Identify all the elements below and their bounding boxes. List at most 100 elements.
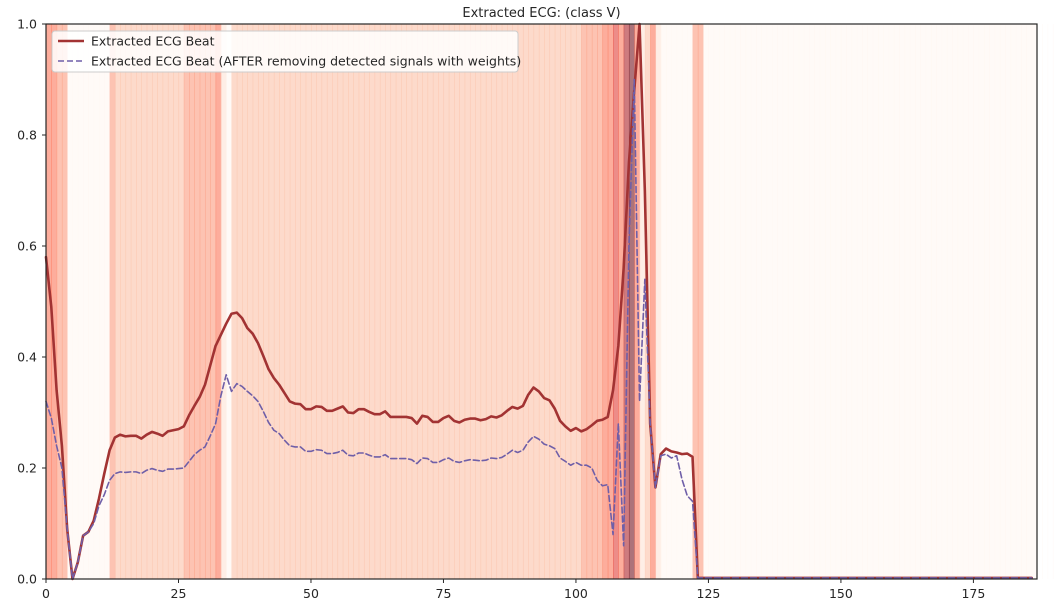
weight-band: [973, 24, 980, 579]
weight-band: [899, 24, 906, 579]
weight-band: [263, 24, 270, 579]
weight-band: [522, 24, 529, 579]
weight-band: [454, 24, 460, 579]
weight-band: [692, 24, 699, 579]
weight-band: [88, 24, 95, 579]
weight-band: [719, 24, 725, 579]
weight-band: [411, 24, 418, 579]
weight-band: [178, 24, 185, 579]
weight-band: [787, 24, 794, 579]
weight-band: [173, 24, 180, 579]
weight-band: [157, 24, 164, 579]
weight-band: [215, 24, 222, 579]
weight-band: [851, 24, 858, 579]
x-tick-label: 50: [303, 586, 319, 601]
x-tick-label: 150: [829, 586, 853, 601]
weight-band: [385, 24, 392, 579]
weight-band: [772, 24, 778, 579]
weight-band: [825, 24, 831, 579]
weight-band: [98, 24, 105, 579]
weight-band: [464, 24, 471, 579]
weight-band: [984, 24, 990, 579]
weight-band: [353, 24, 360, 579]
weight-band: [162, 24, 169, 579]
weight-band: [295, 24, 301, 579]
weight-band: [358, 24, 365, 579]
weight-band: [729, 24, 736, 579]
weight-band: [803, 24, 810, 579]
weight-band: [586, 24, 593, 579]
weight-band: [809, 24, 816, 579]
weight-band: [61, 24, 68, 579]
y-tick-label: 0.2: [17, 461, 37, 476]
weight-band: [931, 24, 937, 579]
weight-band: [628, 24, 635, 579]
weight-band: [538, 24, 545, 579]
weight-band: [268, 24, 275, 579]
weight-band: [888, 24, 895, 579]
weight-band: [427, 24, 434, 579]
weight-band: [183, 24, 190, 579]
weight-band: [300, 24, 307, 579]
weight-band: [1047, 24, 1049, 579]
weight-band: [289, 24, 296, 579]
weight-band: [1005, 24, 1012, 579]
weight-band: [395, 24, 402, 579]
weight-band: [862, 24, 869, 579]
weight-band: [835, 24, 842, 579]
weight-band: [438, 24, 445, 579]
weight-band: [390, 24, 397, 579]
weight-band: [167, 24, 174, 579]
weight-band: [1021, 24, 1028, 579]
series-line-extracted: [44, 22, 1033, 581]
weight-band: [379, 24, 386, 579]
weight-band: [639, 24, 646, 579]
weight-band: [761, 24, 768, 579]
x-tick-label: 175: [961, 586, 985, 601]
weight-band: [581, 24, 588, 579]
series-line-after-removal: [45, 78, 1033, 580]
weight-band: [915, 24, 922, 579]
weight-band: [554, 24, 561, 579]
weight-band: [104, 24, 111, 579]
weight-band: [830, 24, 837, 579]
weight-band: [120, 24, 127, 579]
weight-band: [326, 24, 333, 579]
weight-band: [814, 24, 821, 579]
weight-band: [607, 24, 614, 579]
weight-band: [496, 24, 503, 579]
weight-band: [204, 24, 211, 579]
weight-band: [989, 24, 996, 579]
weight-band: [363, 24, 370, 579]
y-tick-label: 0.0: [17, 572, 37, 587]
weight-band: [517, 24, 524, 579]
weight-band: [501, 24, 508, 579]
weight-band: [740, 24, 747, 579]
weight-band: [994, 24, 1001, 579]
weight-band: [968, 24, 975, 579]
weight-band: [703, 24, 710, 579]
weight-band: [846, 24, 853, 579]
x-tick-label: 25: [171, 586, 187, 601]
weight-band: [310, 24, 317, 579]
weight-band: [782, 24, 789, 579]
weight-band: [443, 24, 450, 579]
weight-band: [925, 24, 932, 579]
weight-band: [130, 24, 137, 579]
weight-band: [199, 24, 206, 579]
weight-band: [544, 24, 551, 579]
legend-box: [51, 30, 519, 73]
weight-band: [528, 24, 535, 579]
weight-band: [999, 24, 1006, 579]
y-tick-label: 0.6: [17, 239, 37, 254]
weight-band: [72, 24, 79, 579]
weight-band: [422, 24, 429, 579]
weight-band: [1015, 24, 1022, 579]
weight-band: [883, 24, 890, 579]
weight-band: [231, 24, 238, 579]
weight-band: [666, 24, 672, 579]
weight-band: [316, 24, 323, 579]
weight-band: [448, 24, 455, 579]
weight-band: [756, 24, 763, 579]
weight-band: [549, 24, 556, 579]
